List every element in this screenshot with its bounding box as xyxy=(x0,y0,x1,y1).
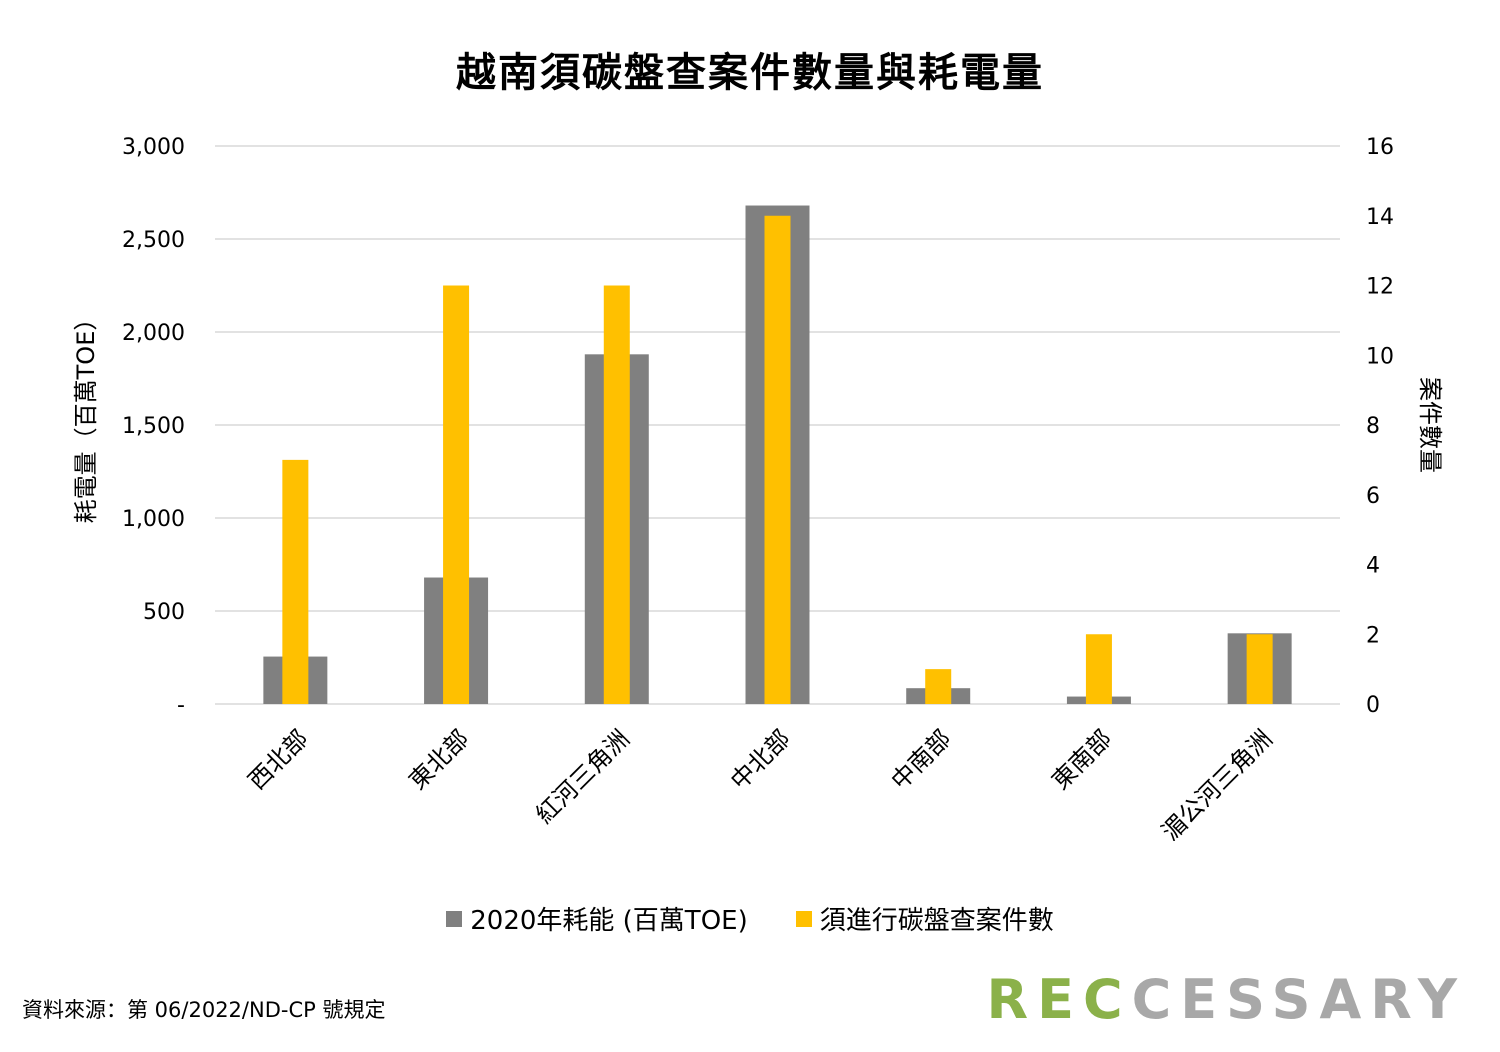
y-tick-label-left: 3,000 xyxy=(122,135,185,160)
y-tick-label-right: 6 xyxy=(1366,484,1380,509)
x-tick-label: 紅河三角洲 xyxy=(530,724,635,829)
bar-cases xyxy=(925,669,952,704)
y-axis-label-left: 耗電量（百萬TOE） xyxy=(72,307,100,524)
y-tick-label-left: 500 xyxy=(143,600,185,625)
bar-cases xyxy=(603,285,630,704)
source-note: 資料來源：第 06/2022/ND-CP 號規定 xyxy=(22,998,386,1022)
legend-item-energy: 2020年耗能 (百萬TOE) xyxy=(446,900,748,937)
y-tick-label-right: 10 xyxy=(1366,344,1394,369)
y-tick-label-right: 4 xyxy=(1366,554,1380,579)
legend-label-cases: 須進行碳盤查案件數 xyxy=(819,906,1054,936)
y-tick-label-right: 12 xyxy=(1366,275,1394,300)
x-tick-label: 東南部 xyxy=(1046,724,1117,795)
x-tick-label: 湄公河三角洲 xyxy=(1156,724,1278,846)
logo-text-rec: REC xyxy=(986,968,1132,1031)
bar-cases xyxy=(282,459,309,704)
bar-cases xyxy=(443,285,470,704)
brand-logo: RECCESSARY xyxy=(986,968,1466,1031)
y-tick-label-left: 1,500 xyxy=(122,414,185,439)
y-tick-label-right: 8 xyxy=(1366,414,1380,439)
y-tick-label-left: 1,000 xyxy=(122,507,185,532)
legend-swatch-cases xyxy=(795,910,812,927)
y-tick-label-right: 14 xyxy=(1366,205,1394,230)
legend-swatch-energy xyxy=(446,910,463,927)
bar-cases xyxy=(1085,634,1112,704)
y-tick-label-right: 2 xyxy=(1366,623,1380,648)
chart-title: 越南須碳盤查案件數量與耗電量 xyxy=(456,50,1044,96)
legend-label-energy: 2020年耗能 (百萬TOE) xyxy=(470,906,748,936)
x-tick-label: 中南部 xyxy=(886,724,957,795)
y-tick-label-left: - xyxy=(177,693,185,718)
x-tick-label: 西北部 xyxy=(243,724,314,795)
x-tick-label: 中北部 xyxy=(725,724,796,795)
bar-cases xyxy=(764,215,791,704)
bar-chart: - 500 1,000 1,500 2,000 2,500 3,000 0 2 4 6 8 10 12 14… xyxy=(72,135,1444,846)
chart-legend: 2020年耗能 (百萬TOE) 須進行碳盤查案件數 xyxy=(0,900,1500,937)
y-tick-label-right: 16 xyxy=(1366,135,1394,160)
bar-cases xyxy=(1246,634,1273,704)
y-tick-label-left: 2,500 xyxy=(122,228,185,253)
x-tick-label: 東北部 xyxy=(404,724,475,795)
legend-item-cases: 須進行碳盤查案件數 xyxy=(795,900,1054,937)
y-tick-label-right: 0 xyxy=(1366,693,1380,718)
y-axis-label-right: 案件數量 xyxy=(1416,377,1444,473)
logo-text-cessary: CESSARY xyxy=(1131,968,1466,1031)
y-tick-label-left: 2,000 xyxy=(122,321,185,346)
